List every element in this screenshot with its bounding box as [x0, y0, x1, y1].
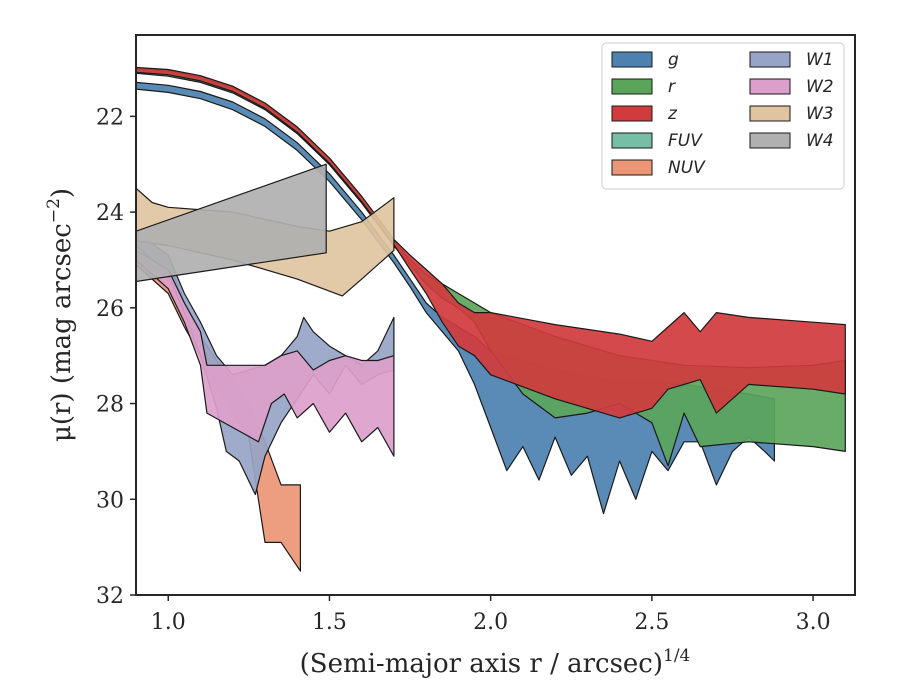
x-tick-label: 2.5 — [634, 610, 669, 635]
x-axis-ticks: 1.0 1.5 2.0 2.5 3.0 — [151, 595, 831, 635]
y-tick-label: 30 — [96, 488, 124, 513]
x-tick-label: 3.0 — [796, 610, 831, 635]
band-w2 — [136, 249, 395, 457]
legend-swatch-w3 — [749, 105, 791, 122]
legend-label-w4: W4 — [806, 131, 834, 151]
legend-swatch-nuv — [611, 159, 653, 176]
legend-label-w2: W2 — [806, 77, 834, 97]
legend-label-g: g — [668, 50, 679, 70]
legend-swatch-fuv — [611, 132, 653, 149]
legend-label-w3: W3 — [806, 104, 834, 124]
plot-frame — [135, 34, 856, 596]
y-tick-label: 28 — [96, 393, 124, 418]
y-tick-label: 32 — [96, 584, 124, 609]
x-axis-label-main: (Semi-major axis r / arcsec) — [300, 649, 663, 679]
legend-swatch-r — [611, 78, 653, 95]
legend-label-w1: W1 — [806, 50, 834, 70]
band-w4 — [136, 163, 327, 283]
x-tick-label: 1.5 — [312, 610, 347, 635]
legend: grz FUV NUV W1 W2 W3 W4 — [601, 42, 845, 190]
legend-swatch-w4 — [749, 132, 791, 149]
y-tick-label: 26 — [96, 297, 124, 322]
legend-label-r: r — [668, 77, 676, 97]
legend-label-nuv: NUV — [668, 158, 706, 178]
y-axis-ticks: 22 24 26 28 30 32 — [96, 105, 136, 609]
x-tick-label: 1.0 — [151, 610, 186, 635]
legend-swatch-g — [611, 51, 653, 68]
x-tick-label: 2.0 — [473, 610, 508, 635]
legend-label-z: z — [667, 104, 678, 124]
y-axis-label: μ(r) (mag arcsec−2) — [44, 188, 77, 442]
legend-swatch-z — [611, 105, 653, 122]
y-axis-label-superscript: −2 — [44, 198, 64, 223]
x-axis-label: (Semi-major axis r / arcsec)1/4 — [300, 646, 691, 679]
legend-swatch-w1 — [749, 51, 791, 68]
profile-bands — [136, 66, 846, 572]
y-axis-label-main: μ(r) (mag arcsec — [47, 223, 77, 442]
legend-label-fuv: FUV — [668, 131, 703, 151]
legend-swatch-w2 — [749, 78, 791, 95]
y-tick-label: 22 — [96, 105, 124, 130]
y-axis-label-tail: ) — [47, 188, 77, 198]
y-tick-label: 24 — [96, 201, 124, 226]
x-axis-label-superscript: 1/4 — [663, 646, 690, 666]
